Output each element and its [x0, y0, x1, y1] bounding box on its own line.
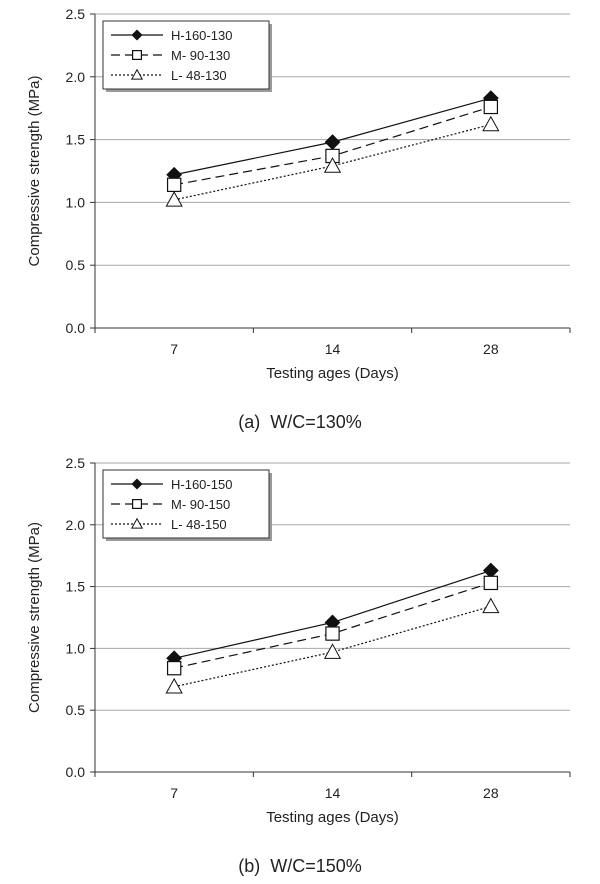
point-a-2-1	[323, 157, 342, 173]
line-chart-b: 0.0 0.5 1.0 1.5 2.0 2.5 7 14 28 Testing ages (Day…	[26, 455, 571, 826]
chart-panel-a: 0.0 0.5 1.0 1.5 2.0 2.5 7 14 28 Testing ages (Day…	[26, 6, 571, 432]
y-tick-label-b-1: 0.5	[66, 702, 86, 718]
legend-marker-b-2	[130, 517, 144, 529]
point-b-1-2	[483, 575, 499, 591]
legend-b: H-160-150 M- 90-150 L- 48-150	[102, 469, 272, 541]
x-tick-label-b-1: 14	[325, 785, 341, 801]
y-tick-label-a-4: 2.0	[66, 69, 86, 85]
chart-panel-b: 0.0 0.5 1.0 1.5 2.0 2.5 7 14 28 Testing ages (Day…	[0, 445, 600, 884]
legend-label-a-2: L- 48-130	[171, 68, 227, 83]
point-b-2-1	[323, 643, 342, 659]
x-tick-label-a-0: 7	[170, 341, 178, 357]
legend-label-b-1: M- 90-150	[171, 497, 230, 512]
legend-label-a-0: H-160-130	[171, 28, 232, 43]
y-tick-label-b-4: 2.0	[66, 517, 86, 533]
legend-marker-a-1	[132, 49, 143, 60]
point-a-1-0	[166, 177, 182, 193]
x-axis-title-a: Testing ages (Days)	[266, 365, 399, 382]
legend-marker-b-0	[131, 478, 143, 490]
y-tick-label-a-3: 1.5	[66, 132, 86, 148]
point-b-1-1	[325, 626, 340, 641]
point-a-2-2	[482, 115, 500, 132]
x-tick-label-b-2: 28	[483, 785, 499, 801]
series-b-2	[165, 597, 500, 694]
series-b-1	[166, 575, 499, 676]
point-b-2-0	[165, 677, 183, 694]
point-a-0-1	[324, 134, 341, 151]
legend-a: H-160-130 M- 90-130 L- 48-130	[102, 20, 272, 92]
chart-caption-a: (a) W/C=130%	[238, 412, 362, 432]
legend-label-b-0: H-160-150	[171, 477, 232, 492]
y-tick-label-b-3: 1.5	[66, 579, 86, 595]
chart-caption-b: (b) W/C=150%	[238, 856, 362, 876]
x-axis-title-b: Testing ages (Days)	[266, 809, 399, 826]
y-tick-label-a-2: 1.0	[66, 194, 86, 210]
series-a-1	[166, 99, 499, 193]
x-tick-label-b-0: 7	[170, 785, 178, 801]
y-tick-label-a-1: 0.5	[66, 257, 86, 273]
point-b-1-0	[166, 660, 182, 676]
series-a-2	[165, 115, 500, 207]
y-axis-title-b: Compressive strength (MPa)	[26, 522, 43, 713]
y-axis-title-a: Compressive strength (MPa)	[26, 76, 43, 267]
point-b-0-2	[482, 562, 499, 579]
legend-label-b-2: L- 48-150	[171, 517, 227, 532]
y-tick-label-b-0: 0.0	[66, 764, 86, 780]
point-b-2-2	[482, 597, 500, 614]
x-tick-label-a-2: 28	[483, 341, 499, 357]
point-a-2-0	[165, 191, 183, 207]
line-chart-a: 0.0 0.5 1.0 1.5 2.0 2.5 7 14 28 Testing ages (Day…	[26, 6, 571, 382]
x-tick-label-a-1: 14	[325, 341, 341, 357]
y-tick-label-a-5: 2.5	[66, 6, 86, 22]
legend-marker-a-2	[130, 68, 144, 80]
legend-marker-a-0	[131, 29, 143, 41]
y-tick-label-a-0: 0.0	[66, 320, 86, 336]
legend-marker-b-1	[132, 498, 143, 509]
point-a-1-2	[483, 99, 499, 115]
legend-label-a-1: M- 90-130	[171, 48, 230, 63]
y-tick-label-b-5: 2.5	[66, 455, 86, 471]
y-tick-label-b-2: 1.0	[66, 640, 86, 656]
